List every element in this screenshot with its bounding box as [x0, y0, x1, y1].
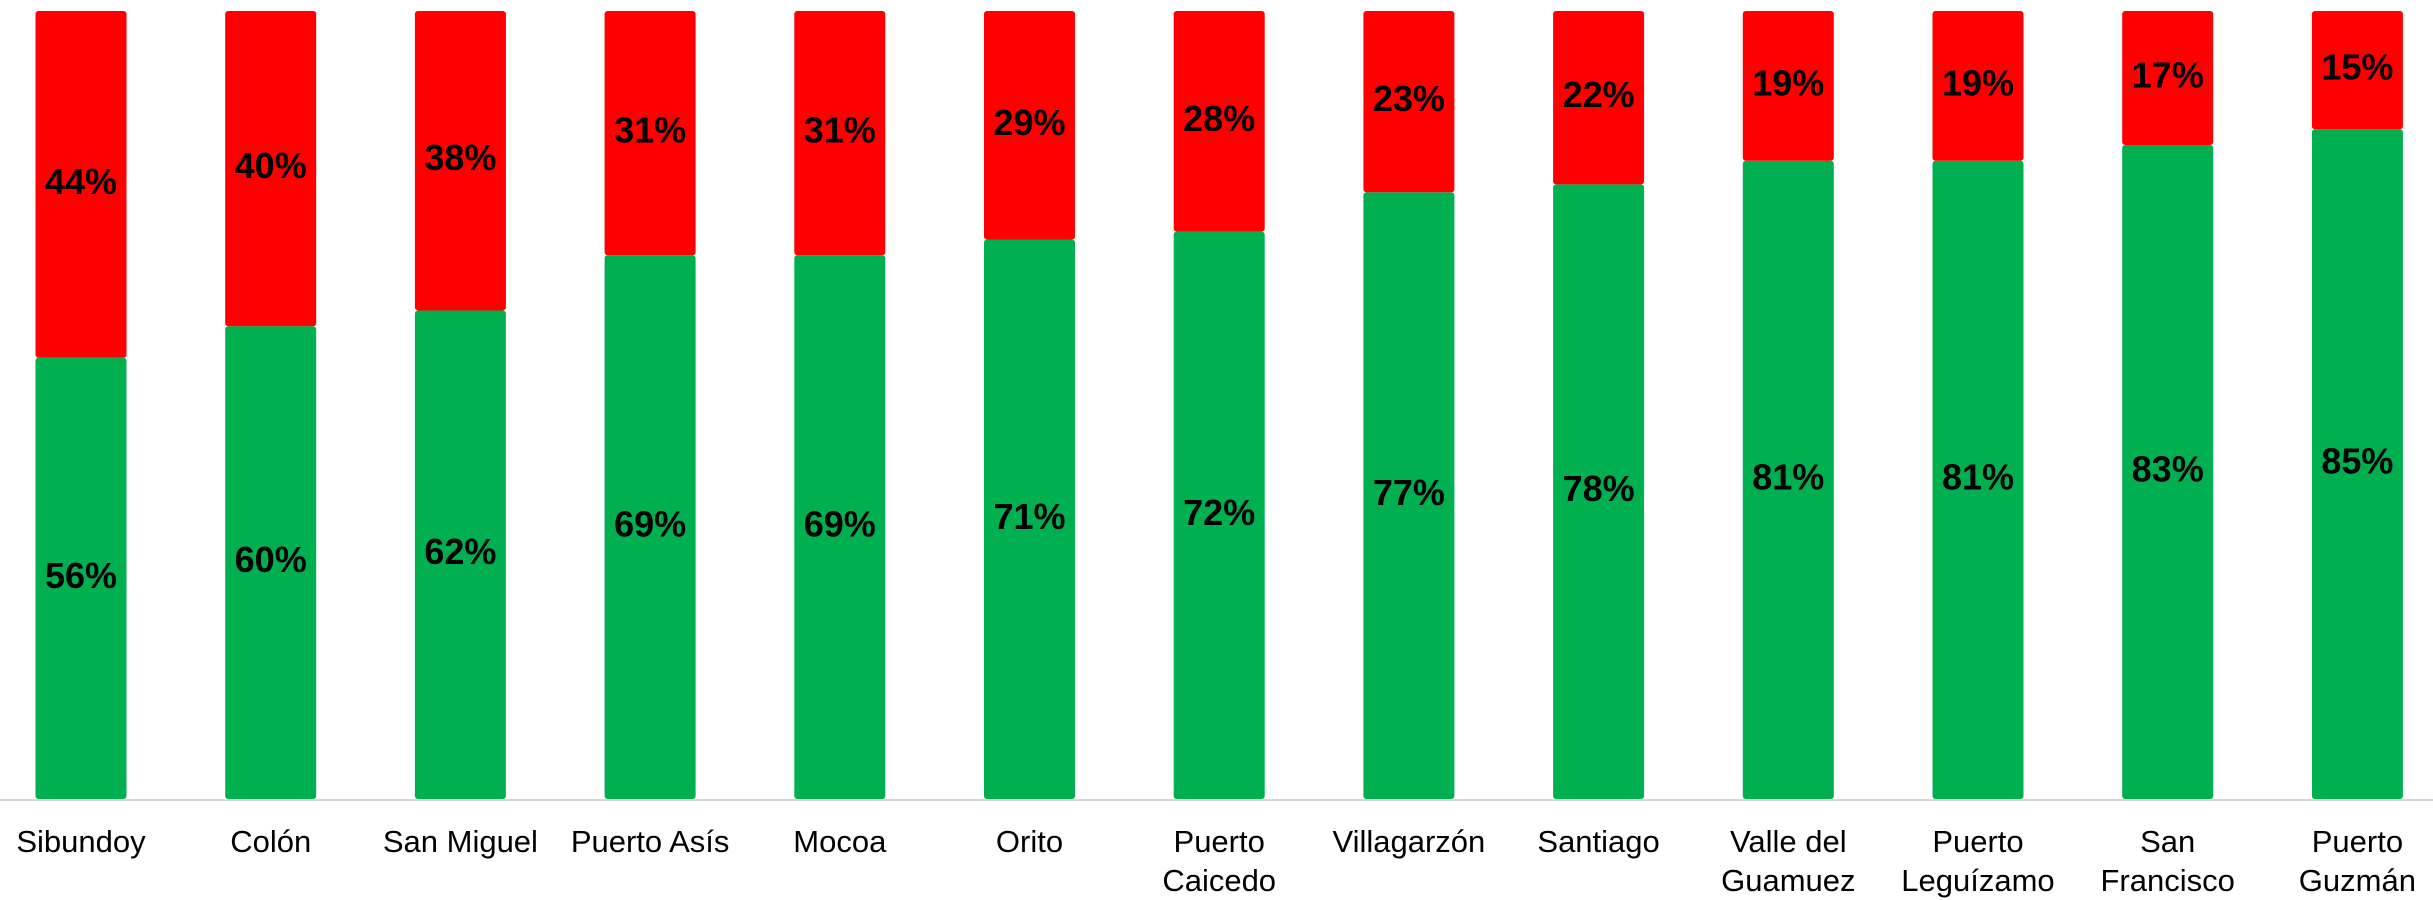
bar-segment: [1553, 184, 1645, 800]
bar-segment: [1173, 11, 1265, 232]
bar-segment: [1363, 192, 1455, 800]
value-label: 19%: [1942, 62, 2014, 103]
value-label: 29%: [993, 102, 1065, 143]
bar-segment: [2311, 129, 2403, 799]
value-label: 22%: [1563, 74, 1635, 115]
x-tick-label: San Francisco: [2100, 824, 2235, 898]
value-label: 38%: [424, 137, 496, 178]
x-tick-label: Valle del Guamuez: [1721, 824, 1856, 898]
bar-segment: [2311, 11, 2403, 130]
value-label: 15%: [2321, 47, 2393, 88]
bar-segment: [604, 255, 696, 799]
value-label: 23%: [1373, 78, 1445, 119]
value-label: 85%: [2321, 441, 2393, 482]
x-tick-label: Puerto Leguízamo: [1901, 824, 2055, 898]
bar-segment: [1932, 11, 2024, 161]
bar-segment: [604, 11, 696, 256]
x-tick-label: Puerto Asís: [570, 824, 730, 859]
x-tick-label: Villagarzón: [1332, 824, 1486, 859]
value-label: 69%: [804, 504, 876, 545]
bar-segment: [414, 11, 506, 311]
bar-segment: [984, 11, 1075, 240]
x-tick-label: Puerto Guzmán: [2298, 824, 2416, 898]
x-tick-label: Colón: [230, 824, 312, 859]
value-label: 71%: [993, 496, 1065, 537]
bar-segment: [1173, 231, 1265, 799]
bar-segment: [225, 11, 317, 327]
value-label: 31%: [804, 110, 876, 151]
bar-segment: [414, 310, 506, 799]
value-label: 60%: [235, 539, 307, 580]
x-tick-label: Puerto Caicedo: [1162, 824, 1277, 898]
value-label: 81%: [1942, 456, 2014, 497]
x-tick-label: Santiago: [1537, 824, 1660, 859]
value-label: 28%: [1183, 98, 1255, 139]
value-label: 77%: [1373, 472, 1445, 513]
value-label: 72%: [1183, 492, 1255, 533]
x-tick-label: Orito: [995, 824, 1064, 859]
value-label: 17%: [2132, 54, 2204, 95]
bar-segment: [1553, 11, 1645, 185]
value-label: 19%: [1752, 62, 1824, 103]
value-label: 81%: [1752, 456, 1824, 497]
bar-segment: [1363, 11, 1455, 193]
x-tick-label: Mocoa: [793, 824, 887, 859]
value-label: 62%: [424, 531, 496, 572]
bar-segment: [984, 239, 1075, 799]
value-label: 31%: [614, 110, 686, 151]
bar-segment: [794, 11, 886, 256]
bar-segment: [1742, 160, 1834, 800]
bar-segment: [2122, 11, 2214, 145]
value-label: 44%: [45, 161, 117, 202]
value-label: 69%: [614, 504, 686, 545]
x-tick-label: San Miguel: [382, 824, 538, 859]
x-tick-label: Sibundoy: [16, 824, 146, 859]
bar-segment: [225, 326, 317, 799]
bar-segment: [1932, 160, 2024, 800]
value-label: 83%: [2132, 448, 2204, 489]
value-label: 78%: [1563, 468, 1635, 509]
bar-segment: [35, 357, 127, 799]
value-label: 56%: [45, 555, 117, 596]
value-label: 40%: [235, 145, 307, 186]
bar-segment: [35, 11, 127, 358]
bar-segment: [1742, 11, 1834, 161]
bar-segment: [2122, 144, 2214, 799]
bar-segment: [794, 255, 886, 799]
